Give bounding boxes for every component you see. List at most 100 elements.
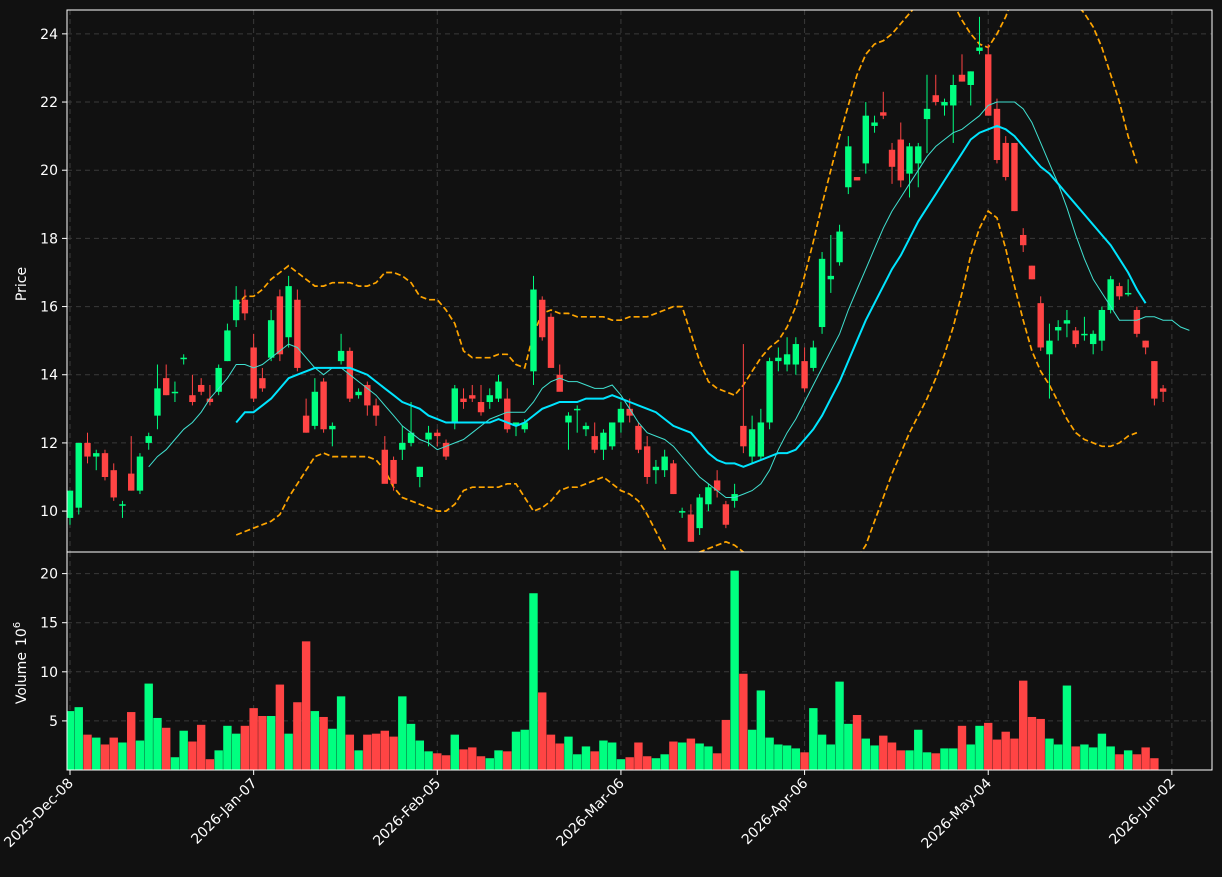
down-candle — [1020, 228, 1027, 253]
up-candle — [416, 466, 423, 488]
down-candle — [84, 432, 91, 464]
candle-body — [250, 347, 257, 399]
volume-bar — [1001, 731, 1010, 770]
volume-bar — [1036, 718, 1045, 770]
volume-bar — [380, 730, 390, 770]
up-candle — [565, 412, 572, 450]
candle-body — [1142, 340, 1149, 348]
down-candle — [1072, 327, 1079, 348]
candle-body — [985, 54, 992, 116]
candle-body — [337, 350, 345, 362]
up-candle — [967, 71, 974, 106]
volume-bar — [424, 751, 433, 770]
up-candle — [1054, 320, 1062, 341]
volume-bar — [791, 748, 801, 770]
volume-bar — [870, 745, 879, 770]
candle-body — [355, 391, 362, 396]
volume-bar — [1045, 738, 1054, 770]
candle-body — [950, 84, 957, 106]
down-candle — [1133, 306, 1141, 338]
volume-bar — [109, 737, 118, 770]
down-candle — [635, 422, 642, 454]
candle-body — [311, 391, 319, 426]
down-candle — [547, 313, 555, 368]
candle-body — [259, 378, 266, 389]
volume-tick-label: 10 — [40, 665, 58, 681]
down-candle — [189, 374, 196, 406]
volume-tick-label: 15 — [40, 616, 58, 632]
volume-bar — [371, 733, 381, 770]
upper-band-line — [235, 10, 1138, 397]
volume-bar — [170, 757, 180, 770]
volume-bar — [1062, 685, 1072, 770]
candle-body — [1098, 309, 1106, 341]
down-candle — [477, 384, 485, 416]
volume-bar — [476, 756, 486, 770]
volume-bar — [642, 756, 652, 770]
volume-bar — [1010, 738, 1019, 770]
volume-bar — [258, 715, 267, 770]
up-candle — [1107, 275, 1114, 314]
down-candle — [1151, 361, 1158, 406]
candle-body — [460, 398, 467, 403]
volume-bars — [67, 570, 1159, 770]
volume-bar — [415, 740, 424, 770]
up-candle — [136, 453, 144, 495]
down-candle — [259, 367, 266, 392]
candle-body — [67, 490, 74, 518]
up-candle — [267, 309, 275, 362]
volume-bar — [905, 750, 914, 770]
candle-body — [136, 456, 144, 491]
price-tick-label: 22 — [40, 95, 58, 111]
candle-body — [1011, 142, 1018, 212]
volume-bar — [450, 734, 459, 770]
volume-bar — [188, 741, 197, 770]
candle-body — [381, 449, 389, 484]
candle-body — [162, 378, 170, 396]
candle-body — [1116, 286, 1123, 297]
down-candle — [390, 456, 397, 491]
up-candle — [845, 136, 852, 195]
down-candle — [687, 504, 695, 542]
volume-bar — [651, 758, 661, 770]
up-candle — [154, 364, 161, 430]
price-tick-label: 16 — [40, 300, 58, 316]
volume-bar — [135, 740, 145, 770]
down-candle — [241, 289, 249, 321]
up-candle — [836, 224, 843, 266]
down-candle — [1002, 136, 1009, 181]
candle-body — [93, 453, 100, 457]
down-candle — [1028, 265, 1036, 280]
down-candle — [442, 439, 450, 460]
candle-body — [145, 436, 152, 443]
candle-body — [110, 470, 117, 498]
volume-bar — [957, 725, 967, 770]
volume-bar — [887, 742, 897, 770]
volume-tick-label: 20 — [40, 567, 58, 583]
price-tick-label: 24 — [40, 27, 58, 43]
candle-body — [713, 480, 721, 491]
volume-bar — [1141, 747, 1150, 770]
up-candle — [906, 142, 913, 198]
candle-body — [757, 422, 765, 457]
volume-bar — [231, 733, 241, 770]
volume-bar — [319, 716, 328, 770]
up-candle — [1063, 309, 1071, 338]
volume-bar — [520, 729, 529, 770]
down-candle — [643, 436, 651, 484]
volume-bar — [161, 727, 171, 770]
candle-body — [1037, 303, 1044, 348]
down-candle — [958, 54, 966, 82]
volume-bar — [459, 749, 468, 770]
up-candle — [512, 422, 520, 437]
down-candle — [556, 364, 563, 392]
down-candle — [539, 296, 546, 341]
down-candle — [1011, 142, 1018, 212]
candle-body — [670, 463, 677, 495]
volume-bar — [406, 723, 416, 770]
volume-axis: 5 10 15 20 — [40, 567, 67, 730]
down-candle — [110, 463, 117, 501]
down-candle — [469, 384, 476, 403]
volume-bar — [205, 759, 215, 770]
candle-body — [845, 146, 852, 188]
